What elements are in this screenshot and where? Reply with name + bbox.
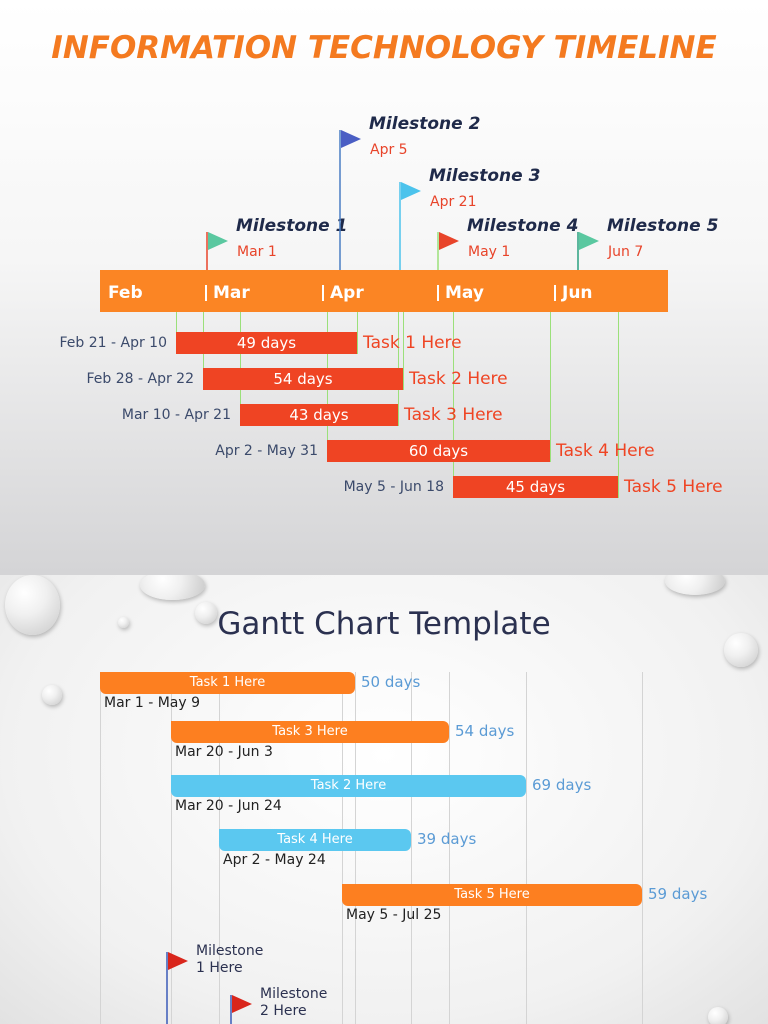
milestone-name: Milestone 4	[467, 216, 579, 236]
water-drop	[708, 1007, 728, 1024]
task-bar: 43 days	[240, 404, 398, 426]
milestone-label: Milestone	[260, 986, 328, 1002]
milestone-date: May 1	[468, 244, 511, 260]
task-range: Mar 1 - May 9	[104, 695, 201, 711]
milestone-date: Apr 5	[370, 142, 408, 158]
guide-line	[357, 312, 358, 354]
task-bar: 49 days	[176, 332, 357, 354]
milestone-flag	[577, 232, 599, 270]
water-drop	[140, 575, 205, 600]
water-drop	[195, 602, 217, 624]
milestone-flag	[399, 182, 421, 270]
month-label: Feb	[108, 283, 143, 303]
guide-line	[403, 312, 404, 390]
guide-line	[550, 312, 551, 462]
water-drop	[665, 575, 725, 595]
slide-title: Gantt Chart Template	[217, 606, 551, 642]
task-name: Task 5 Here	[624, 477, 723, 497]
task-name: Task 1 Here	[363, 333, 462, 353]
water-drop	[118, 617, 129, 628]
guide-line	[449, 672, 450, 1024]
water-drop	[5, 575, 60, 635]
water-drop	[724, 633, 758, 667]
task-bar: 54 days	[203, 368, 403, 390]
guide-line	[100, 672, 101, 1024]
milestone-name: Milestone 3	[429, 166, 541, 186]
task-bar: 60 days	[327, 440, 550, 462]
task-duration: 69 days	[532, 776, 592, 794]
task-range: May 5 - Jun 18	[343, 479, 444, 495]
guide-line	[526, 672, 527, 1024]
task-name: Task 4 Here	[556, 441, 655, 461]
milestone-label: 2 Here	[260, 1003, 307, 1019]
task-duration: 50 days	[361, 673, 421, 691]
task-duration: 59 days	[648, 885, 708, 903]
guide-line	[642, 672, 643, 1024]
month-label: May	[445, 283, 484, 303]
task-range: Apr 2 - May 31	[215, 443, 318, 459]
task-bar: Task 5 Here	[342, 884, 642, 906]
task-range: Feb 21 - Apr 10	[59, 335, 168, 351]
task-duration: 54 days	[455, 722, 515, 740]
task-range: Mar 20 - Jun 24	[175, 798, 282, 814]
milestone-flag	[339, 130, 361, 270]
milestone-label: Milestone	[196, 943, 264, 959]
task-range: May 5 - Jul 25	[346, 907, 442, 923]
task-range: Mar 10 - Apr 21	[121, 407, 231, 423]
task-duration: 39 days	[417, 830, 477, 848]
task-range: Feb 28 - Apr 22	[86, 371, 195, 387]
task-name: Task 3 Here	[404, 405, 503, 425]
task-bar: Task 3 Here	[171, 721, 449, 743]
guide-line	[411, 672, 412, 1024]
task-range: Apr 2 - May 24	[223, 852, 326, 868]
task-bar: 45 days	[453, 476, 618, 498]
milestone-flag	[166, 952, 188, 1024]
timeline-band	[100, 270, 668, 312]
milestone-flag	[437, 232, 459, 270]
guide-line	[453, 312, 454, 498]
milestone-flag	[206, 232, 228, 270]
month-label: Apr	[330, 283, 364, 303]
month-tick	[554, 285, 556, 301]
milestone-date: Jun 7	[608, 244, 644, 260]
guide-line	[171, 672, 172, 1024]
milestone-label: 1 Here	[196, 960, 243, 976]
milestone-date: Mar 1	[237, 244, 277, 260]
month-tick	[205, 285, 207, 301]
milestone-name: Milestone 1	[236, 216, 348, 236]
task-range: Mar 20 - Jun 3	[175, 744, 273, 760]
month-tick	[437, 285, 439, 301]
task-bar: Task 4 Here	[219, 829, 411, 851]
month-tick	[322, 285, 324, 301]
month-label: Jun	[562, 283, 593, 303]
slide-title: INFORMATION TECHNOLOGY TIMELINE	[51, 30, 717, 66]
slide-2	[0, 575, 768, 1024]
milestone-flag	[230, 995, 252, 1024]
milestone-date: Apr 21	[430, 194, 477, 210]
water-drop	[42, 685, 62, 705]
task-bar: Task 2 Here	[171, 775, 526, 797]
month-label: Mar	[213, 283, 250, 303]
milestone-name: Milestone 2	[369, 114, 481, 134]
guide-line	[618, 312, 619, 498]
task-name: Task 2 Here	[409, 369, 508, 389]
milestone-name: Milestone 5	[607, 216, 719, 236]
task-bar: Task 1 Here	[100, 672, 355, 694]
